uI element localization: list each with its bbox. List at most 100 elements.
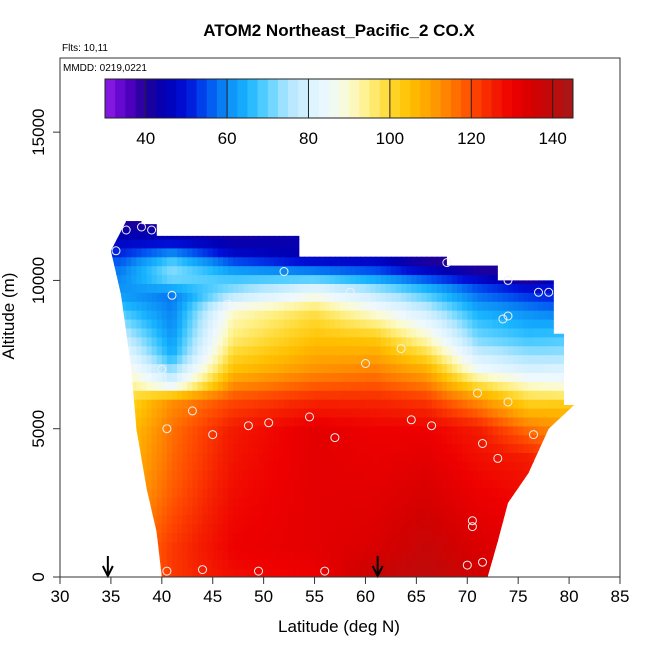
heatmap-cell [446, 265, 453, 276]
heatmap-cell [278, 327, 285, 338]
heatmap-cell [385, 354, 392, 365]
heatmap-cell [472, 381, 479, 391]
heatmap-cell [273, 452, 280, 462]
heatmap-cell [497, 408, 504, 418]
heatmap-cell [309, 274, 316, 284]
heatmap-cell [421, 381, 428, 391]
heatmap-cell [273, 505, 280, 516]
heatmap-cell [243, 461, 249, 471]
heatmap-cell [579, 283, 585, 293]
heatmap-cell [238, 363, 244, 373]
heatmap-cell [304, 238, 311, 249]
heatmap-cell [314, 247, 321, 258]
heatmap-cell [467, 381, 473, 391]
heatmap-cell [146, 479, 153, 489]
heatmap-cell [253, 550, 260, 560]
heatmap-cell [370, 319, 377, 329]
heatmap-cell [182, 461, 188, 471]
heatmap-cell [416, 372, 423, 382]
heatmap-cell [477, 488, 484, 498]
heatmap-cell [156, 479, 163, 489]
heatmap-cell [416, 265, 423, 276]
heatmap-cell [197, 265, 204, 276]
heatmap-cell [375, 256, 382, 267]
heatmap-cell [151, 310, 158, 320]
heatmap-cell [431, 327, 438, 338]
heatmap-cell [462, 470, 468, 480]
heatmap-cell [182, 301, 188, 311]
heatmap-cell [101, 292, 107, 302]
heatmap-cell [365, 319, 372, 329]
heatmap-cell [177, 532, 183, 542]
heatmap-cell [452, 514, 458, 525]
heatmap-cell [452, 443, 458, 453]
heatmap-cell [253, 221, 260, 222]
colorbar-segment [369, 79, 381, 118]
heatmap-cell [156, 523, 163, 534]
heatmap-cell [161, 310, 168, 320]
heatmap-cell [385, 345, 392, 356]
heatmap-cell [543, 327, 550, 338]
heatmap-cell [278, 461, 285, 471]
heatmap-cell [569, 319, 575, 329]
heatmap-cell [299, 247, 305, 258]
heatmap-cell [558, 283, 565, 293]
colorbar-tick-label: 120 [457, 129, 485, 148]
heatmap-cell [421, 372, 428, 382]
heatmap-cell [390, 238, 397, 249]
heatmap-cell [457, 505, 463, 516]
colorbar-tick-label: 80 [299, 129, 318, 148]
heatmap-cell [528, 345, 535, 356]
heatmap-cell [508, 559, 514, 569]
heatmap-cell [126, 505, 132, 516]
heatmap-cell [553, 319, 560, 329]
heatmap-cell [492, 514, 499, 525]
heatmap-cell [416, 274, 423, 284]
heatmap-cell [482, 425, 489, 436]
heatmap-cell [258, 354, 265, 365]
heatmap-cell [101, 417, 107, 427]
heatmap-cell [268, 488, 275, 498]
heatmap-cell [161, 568, 168, 577]
heatmap-cell [462, 416, 468, 427]
heatmap-cell [553, 461, 560, 471]
heatmap-cell [166, 408, 173, 418]
heatmap-cell [212, 292, 219, 302]
heatmap-cell [390, 416, 397, 427]
heatmap-cell [441, 256, 448, 267]
heatmap-cell [538, 532, 545, 542]
heatmap-cell [212, 434, 219, 445]
heatmap-cell [579, 515, 585, 525]
heatmap-cell [508, 399, 514, 409]
heatmap-cell [569, 399, 575, 409]
heatmap-cell [436, 381, 443, 391]
heatmap-cell [304, 319, 311, 329]
heatmap-cell [355, 238, 361, 249]
heatmap-cell [457, 559, 463, 569]
heatmap-cell [436, 568, 443, 577]
heatmap-cell [273, 345, 280, 356]
heatmap-cell [538, 265, 545, 276]
heatmap-cell [121, 283, 127, 293]
heatmap-cell [156, 399, 163, 409]
heatmap-cell [482, 479, 489, 489]
heatmap-cell [441, 568, 448, 577]
heatmap-cell [411, 514, 417, 525]
heatmap-cell [207, 319, 214, 329]
heatmap-cell [538, 496, 545, 507]
heatmap-cell [523, 479, 529, 489]
heatmap-cell [121, 399, 127, 409]
heatmap-cell [508, 221, 514, 222]
heatmap-cell [569, 221, 575, 222]
heatmap-cell [284, 452, 290, 462]
heatmap-cell [452, 292, 458, 302]
heatmap-cell [126, 336, 132, 347]
heatmap-cell [238, 221, 244, 231]
heatmap-cell [110, 425, 117, 436]
heatmap-cell [166, 461, 173, 471]
heatmap-cell [268, 363, 275, 373]
heatmap-cell [411, 310, 417, 320]
heatmap-cell [156, 381, 163, 391]
heatmap-cell [452, 425, 458, 436]
heatmap-cell [421, 532, 428, 542]
